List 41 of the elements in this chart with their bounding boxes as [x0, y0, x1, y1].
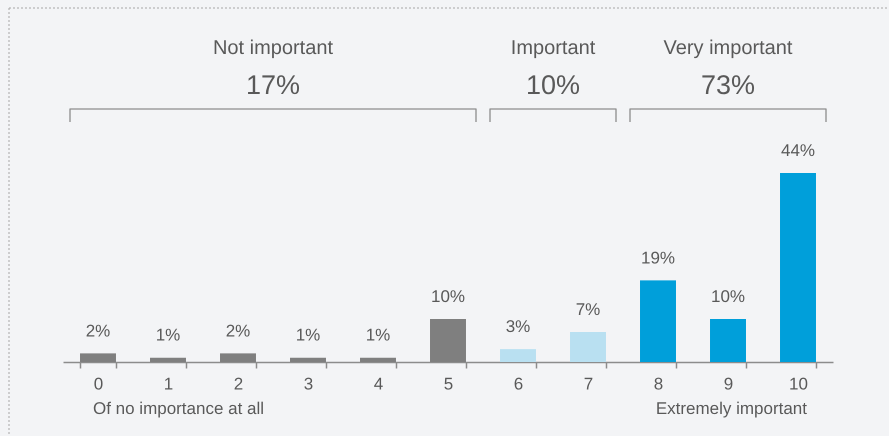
x-tick-label: 7: [584, 374, 594, 394]
data-label: 7%: [576, 300, 600, 319]
data-label: 19%: [640, 248, 676, 268]
bar: [150, 358, 186, 362]
text: Very important: [664, 37, 793, 59]
data-label: 10%: [430, 287, 466, 306]
data-label: 1%: [296, 326, 320, 345]
x-tick-label: 10: [789, 374, 808, 394]
x-tick-label: 2: [234, 374, 244, 394]
bar: [640, 280, 676, 362]
data-label: 44%: [780, 141, 816, 160]
x-tick-label: 3: [304, 374, 314, 394]
x-tick-label: 4: [374, 374, 384, 394]
bar: [220, 353, 256, 362]
x-tick-label: 5: [444, 374, 454, 394]
text: Not important: [212, 37, 334, 59]
x-tick-label: 1: [164, 374, 174, 394]
text: 17%: [246, 70, 300, 100]
x-tick-label: 0: [94, 374, 104, 394]
bar: [430, 319, 466, 362]
data-label: 2%: [226, 321, 250, 340]
data-label: 3%: [506, 317, 530, 336]
x-tick-label: 9: [724, 374, 734, 394]
data-label: 2%: [86, 321, 110, 340]
data-label: 10%: [710, 287, 746, 306]
text: Of no importance at all: [93, 399, 264, 418]
text: Extremely important: [656, 399, 808, 418]
data-label: 1%: [156, 326, 180, 345]
bar: [780, 173, 816, 362]
bar: [360, 358, 396, 362]
bar: [570, 332, 606, 362]
bar: [290, 358, 326, 362]
data-label: 1%: [366, 326, 390, 345]
bar: [710, 319, 746, 362]
x-tick-label: 6: [514, 374, 524, 394]
bar: [80, 353, 116, 362]
text: 10%: [526, 70, 580, 100]
x-tick-label: 8: [654, 374, 664, 394]
bar: [500, 349, 536, 362]
text: Important: [510, 37, 596, 59]
text: 73%: [700, 70, 756, 100]
